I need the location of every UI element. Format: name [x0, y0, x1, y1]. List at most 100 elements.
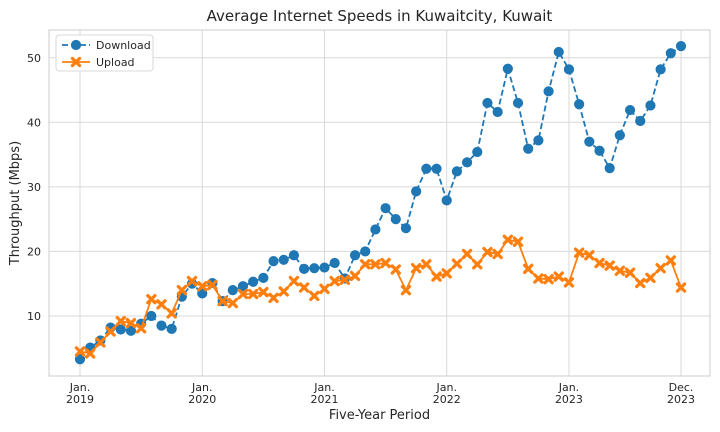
- download-point: [441, 195, 452, 206]
- download-point: [278, 254, 289, 265]
- upload-point: [197, 281, 208, 292]
- upload-point: [176, 284, 188, 296]
- upload-point: [675, 282, 687, 293]
- download-point: [645, 100, 656, 111]
- download-point: [288, 250, 300, 261]
- download-point: [614, 130, 625, 141]
- download-point: [594, 145, 605, 156]
- legend-label-download: Download: [96, 39, 151, 52]
- series-layer: [74, 41, 687, 365]
- upload-point: [207, 279, 218, 291]
- download-point: [563, 64, 575, 75]
- upload-point: [431, 271, 442, 282]
- y-tick-label: 50: [27, 52, 41, 65]
- upload-point: [349, 270, 361, 282]
- download-point: [584, 136, 595, 147]
- grid: [49, 30, 710, 376]
- chart-title: Average Internet Speeds in Kuwaitcity, K…: [207, 7, 553, 25]
- download-point: [360, 246, 371, 257]
- upload-point: [461, 248, 473, 260]
- x-axis-title: Five-Year Period: [329, 408, 430, 423]
- x-tick-label: Jan. 2020: [188, 381, 216, 406]
- upload-point: [237, 288, 249, 300]
- download-point: [115, 324, 126, 335]
- upload-point: [614, 265, 626, 276]
- y-axis-title: Throughput (Mbps): [8, 141, 23, 266]
- upload-point: [451, 258, 463, 269]
- upload-point: [472, 259, 483, 270]
- series-upload: [74, 234, 687, 359]
- upload-point: [502, 234, 514, 245]
- y-tick-label: 30: [27, 181, 41, 194]
- upload-point: [227, 297, 238, 309]
- legend-marker-download: [70, 39, 82, 51]
- upload-point: [410, 262, 422, 274]
- download-point: [655, 64, 666, 75]
- x-tick-label: Jan. 2021: [310, 381, 338, 406]
- y-tick-label: 20: [27, 245, 41, 258]
- upload-point: [125, 317, 137, 329]
- download-point: [329, 257, 340, 269]
- upload-point: [573, 247, 585, 258]
- download-point: [523, 143, 534, 154]
- download-point: [451, 166, 462, 177]
- upload-point: [533, 273, 544, 284]
- upload-point: [624, 267, 636, 278]
- upload-point: [512, 236, 524, 247]
- upload-point: [594, 257, 605, 269]
- download-point: [543, 86, 554, 97]
- upload-point: [492, 248, 503, 260]
- download-point: [533, 135, 544, 146]
- x-tick-label: Jan. 2019: [66, 381, 94, 406]
- upload-point: [523, 263, 534, 275]
- upload-point: [258, 286, 269, 298]
- upload-point: [156, 299, 167, 310]
- upload-point: [247, 288, 259, 300]
- upload-point: [288, 275, 300, 287]
- download-point: [227, 285, 238, 296]
- download-point: [472, 146, 483, 158]
- upload-point: [319, 283, 330, 295]
- upload-point: [370, 259, 381, 270]
- upload-point: [584, 250, 595, 261]
- x-axis-ticks: Jan. 2019 Jan. 2020 Jan. 2021 Jan. 2022 Jan. 2023…: [66, 381, 695, 406]
- download-point: [635, 115, 646, 127]
- upload-point: [339, 274, 351, 286]
- download-line: [79, 45, 682, 360]
- download-point: [370, 224, 381, 235]
- upload-point: [146, 293, 157, 305]
- download-point: [258, 272, 269, 283]
- download-point: [624, 104, 636, 116]
- upload-point: [74, 346, 86, 357]
- y-tick-label: 40: [27, 116, 41, 129]
- upload-point: [84, 348, 96, 359]
- download-point: [411, 186, 422, 197]
- download-point: [390, 214, 401, 225]
- x-tick-label: Jan. 2022: [433, 381, 461, 406]
- plot-frame: [48, 29, 711, 377]
- series-download: [74, 41, 687, 365]
- download-point: [512, 97, 524, 109]
- upload-point: [421, 259, 432, 270]
- upload-point: [441, 268, 452, 279]
- download-point: [553, 46, 564, 58]
- upload-point: [268, 292, 279, 304]
- upload-point: [604, 260, 615, 271]
- upload-point: [186, 275, 198, 287]
- upload-point: [329, 275, 340, 287]
- upload-point: [563, 277, 575, 288]
- download-point: [574, 99, 585, 110]
- download-point: [319, 262, 330, 273]
- upload-point: [95, 337, 106, 348]
- upload-point: [390, 264, 401, 275]
- upload-point: [400, 284, 412, 296]
- download-point: [166, 323, 177, 334]
- upload-point: [105, 326, 116, 337]
- download-point: [74, 354, 86, 365]
- download-point: [431, 163, 442, 174]
- download-point: [675, 41, 687, 52]
- legend-item-download: Download: [62, 39, 151, 52]
- download-point: [400, 223, 412, 234]
